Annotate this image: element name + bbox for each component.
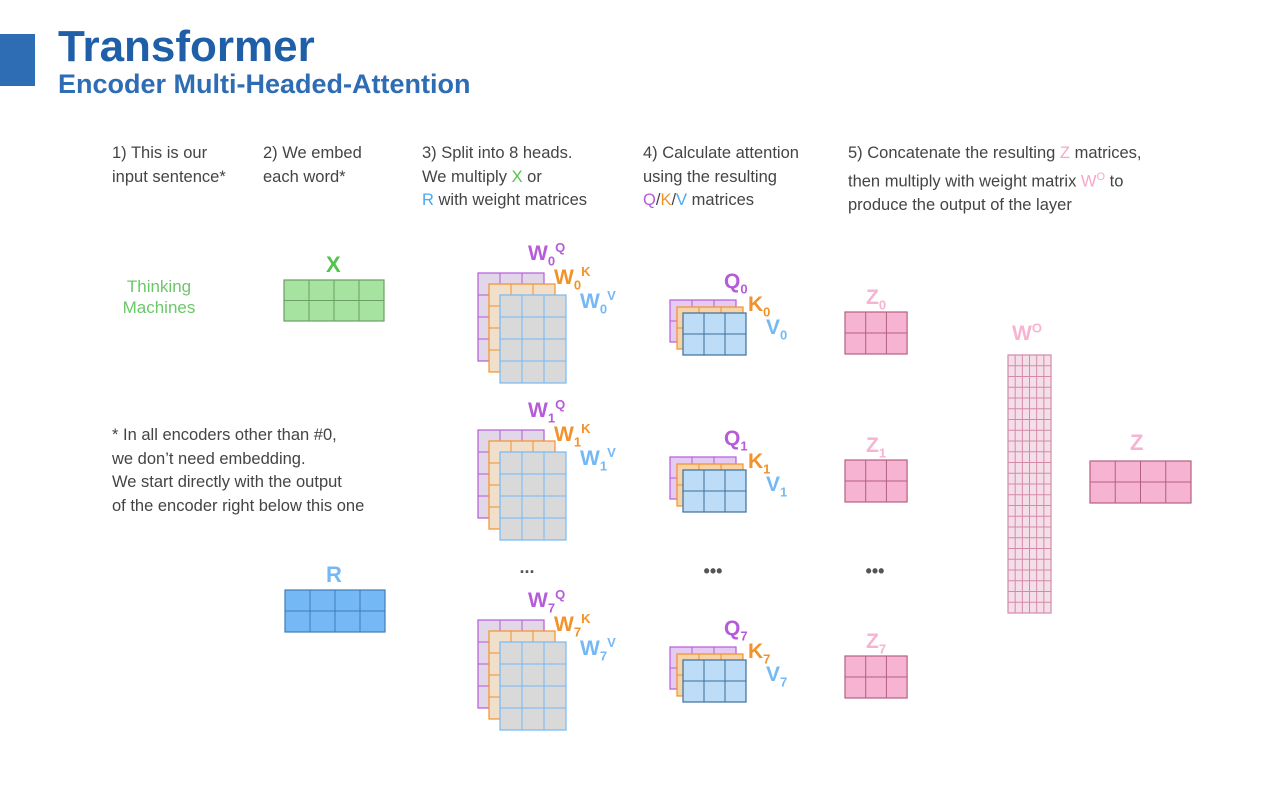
v-matrix-1 <box>682 469 747 513</box>
z-matrix-7 <box>844 655 908 699</box>
k-label-0: K0 <box>748 293 770 319</box>
k-label-7: K7 <box>748 640 770 666</box>
step-3-line-1: 3) Split into 8 heads. <box>422 144 573 162</box>
step-1-line-1: 1) This is our <box>112 144 208 162</box>
q-label-7: Q7 <box>724 617 748 643</box>
note-line-1: * In all encoders other than #0, <box>112 426 337 444</box>
z-label-7: Z7 <box>866 630 886 656</box>
step-1-caption: 1) This is our input sentence* <box>112 142 226 189</box>
step-4-line-3: Q/K/V matrices <box>643 189 799 213</box>
r-label: R <box>326 562 342 587</box>
q-label-1: Q1 <box>724 427 748 453</box>
x-label: X <box>326 252 341 277</box>
step-4-slash: / <box>655 191 661 209</box>
step-3-text-weights: with weight matrices <box>433 191 588 209</box>
v-matrix-7 <box>682 659 747 703</box>
wv-matrix-7 <box>499 641 567 731</box>
v-label-1: V1 <box>766 473 787 499</box>
step-5-line-3: produce the output of the layer <box>848 195 1072 214</box>
wo-matrix <box>1007 354 1052 614</box>
step-4-k-ref: K <box>660 191 672 209</box>
step-4-line-1: 4) Calculate attention <box>643 144 799 162</box>
step-3-text: We multiply <box>422 167 512 186</box>
accent-bar <box>0 34 35 86</box>
z-matrix-0 <box>844 311 908 355</box>
k-label-1: K1 <box>748 450 770 476</box>
input-word-2: Machines <box>122 298 196 317</box>
step-5-z-ref: Z <box>1059 144 1070 162</box>
step-5-text: 5) Concatenate the resulting <box>848 144 1060 162</box>
v-label-0: V0 <box>766 316 787 342</box>
wv-label-7: W7V <box>580 635 616 663</box>
step-4-text-matrices: matrices <box>687 191 754 209</box>
ellipsis-1: ••• <box>704 561 723 581</box>
step-3-r-ref: R <box>422 191 434 209</box>
z-output-matrix <box>1089 460 1192 504</box>
step-5-line-1: 5) Concatenate the resulting Z matrices, <box>848 142 1142 166</box>
input-sentence: Thinking Machines <box>120 276 198 318</box>
step-3-caption: 3) Split into 8 heads. We multiply X or … <box>422 142 587 213</box>
note-line-2: we don’t need embedding. <box>112 449 306 468</box>
step-2-caption: 2) We embed each word* <box>263 142 362 189</box>
x-matrix <box>283 279 385 322</box>
step-5-text-matrices: matrices, <box>1069 144 1142 162</box>
wq-label-7: W7Q <box>528 587 565 615</box>
step-4-line-2: using the resulting <box>643 167 777 186</box>
z-label-1: Z1 <box>866 434 886 460</box>
q-label-0: Q0 <box>724 270 748 296</box>
step-5-text-to: to <box>1105 172 1124 190</box>
step-5-wo-sup: O <box>1096 170 1106 183</box>
step-3-x-ref: X <box>511 167 523 186</box>
v-label-7: V7 <box>766 663 787 689</box>
wo-label: WO <box>1012 321 1042 345</box>
wq-label-0: W0Q <box>528 240 565 268</box>
step-5-wo-ref: W <box>1080 172 1097 190</box>
step-1-line-2: input sentence* <box>112 167 226 186</box>
step-4-slash: / <box>671 191 677 209</box>
page-title: Transformer <box>58 22 315 71</box>
z-label-0: Z0 <box>866 286 886 312</box>
encoder-footnote: * In all encoders other than #0, we don’… <box>112 424 364 518</box>
step-5-text: then multiply with weight matrix <box>848 172 1081 190</box>
z-matrix-1 <box>844 459 908 503</box>
step-3-line-3: R with weight matrices <box>422 189 587 213</box>
step-2-line-1: 2) We embed <box>263 144 362 162</box>
wv-label-1: W1V <box>580 445 616 473</box>
ellipsis-2: ••• <box>866 561 885 581</box>
note-line-3: We start directly with the output <box>112 473 342 491</box>
step-5-caption: 5) Concatenate the resulting Z matrices,… <box>848 142 1142 217</box>
wv-matrix-0 <box>499 294 567 384</box>
step-3-line-2: We multiply X or <box>422 166 587 190</box>
wq-label-1: W1Q <box>528 397 565 425</box>
wv-matrix-1 <box>499 451 567 541</box>
r-matrix <box>284 589 386 633</box>
ellipsis-0: ... <box>519 557 534 577</box>
step-4-caption: 4) Calculate attention using the resulti… <box>643 142 799 213</box>
v-matrix-0 <box>682 312 747 356</box>
step-3-text-or: or <box>522 167 542 186</box>
wv-label-0: W0V <box>580 288 616 316</box>
step-2-line-2: each word* <box>263 167 346 186</box>
step-4-q-ref: Q <box>643 191 656 209</box>
wk-label-0: W0K <box>554 264 591 292</box>
z-output-label: Z <box>1130 430 1143 455</box>
step-4-v-ref: V <box>676 191 688 209</box>
note-line-4: of the encoder right below this one <box>112 496 365 515</box>
page-subtitle: Encoder Multi-Headed-Attention <box>58 69 471 99</box>
wk-label-1: W1K <box>554 421 591 449</box>
step-5-line-2: then multiply with weight matrix WO to <box>848 166 1142 194</box>
wk-label-7: W7K <box>554 611 591 639</box>
input-word-1: Thinking <box>126 277 192 296</box>
